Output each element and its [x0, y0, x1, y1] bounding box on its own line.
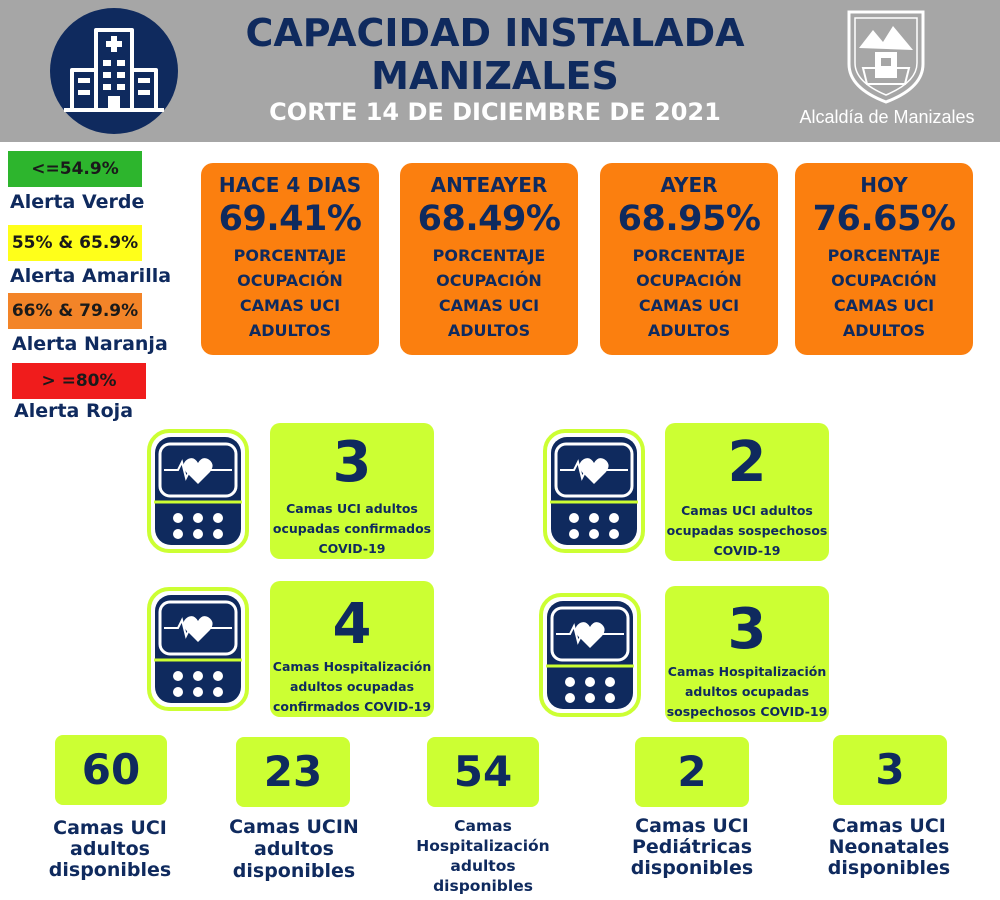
header-banner: CAPACIDAD INSTALADA MANIZALES CORTE 14 D… [0, 0, 1000, 142]
legend-green-label: Alerta Verde [10, 191, 145, 213]
hospital-building-icon [50, 8, 178, 134]
available-stat-label: Camas UCI adultos disponibles [48, 817, 172, 881]
heart-monitor-icon [147, 587, 249, 711]
covid-stat-value: 4 [332, 592, 372, 657]
available-stat-value: 60 [55, 735, 167, 805]
card-percentage: 76.65% [812, 199, 956, 239]
page-title-line1: CAPACIDAD INSTALADA [245, 11, 745, 55]
card-period: ANTEAYER [430, 173, 548, 197]
legend-red-label: Alerta Roja [14, 400, 134, 422]
city-crest-icon [845, 8, 927, 110]
legend-yellow-label: Alerta Amarilla [10, 265, 172, 287]
covid-stat-caption: Camas UCI adultos ocupadas sospechosos C… [666, 503, 828, 558]
available-stat-value: 54 [427, 737, 539, 807]
heart-monitor-icon [539, 593, 641, 717]
occupancy-card-today: HOY 76.65% PORCENTAJE OCUPACIÓN CAMAS UC… [795, 163, 973, 355]
covid-stat-card: 3 Camas Hospitalización adultos ocupadas… [665, 586, 829, 722]
legend-orange-chip: 66% & 79.9% [8, 293, 142, 329]
card-percentage: 69.41% [218, 199, 362, 239]
legend-yellow-chip: 55% & 65.9% [8, 225, 142, 261]
legend-green-chip: <=54.9% [8, 151, 142, 187]
available-stat-label: Camas UCIN adultos disponibles [229, 816, 359, 882]
covid-stat-caption: Camas Hospitalización adultos ocupadas c… [272, 659, 432, 714]
occupancy-card-yesterday: AYER 68.95% PORCENTAJE OCUPACIÓN CAMAS U… [600, 163, 778, 355]
legend-orange-label: Alerta Naranja [12, 333, 168, 355]
page-title-line2: MANIZALES [371, 54, 619, 98]
occupancy-card-day-before-yesterday: ANTEAYER 68.49% PORCENTAJE OCUPACIÓN CAM… [400, 163, 578, 355]
available-stat-value: 2 [635, 737, 749, 807]
available-stat-label: Camas UCI Pediátricas disponibles [630, 815, 754, 879]
card-description: PORCENTAJE OCUPACIÓN CAMAS UCI ADULTOS [432, 246, 546, 340]
covid-stat-caption: Camas Hospitalización adultos ocupadas s… [666, 664, 828, 719]
card-period: HACE 4 DIAS [218, 173, 362, 197]
heart-monitor-icon [543, 429, 645, 553]
covid-stat-card: 4 Camas Hospitalización adultos ocupadas… [270, 581, 434, 717]
cutoff-date: CORTE 14 DE DICIEMBRE DE 2021 [269, 98, 721, 126]
available-stat-value: 3 [833, 735, 947, 805]
card-description: PORCENTAJE OCUPACIÓN CAMAS UCI ADULTOS [632, 246, 746, 340]
covid-stat-card: 3 Camas UCI adultos ocupadas confirmados… [270, 423, 434, 559]
card-description: PORCENTAJE OCUPACIÓN CAMAS UCI ADULTOS [827, 246, 941, 340]
covid-stat-value: 2 [727, 430, 767, 495]
available-stat-label: Camas Hospitalización adultos disponible… [416, 817, 550, 895]
available-stat-label: Camas UCI Neonatales disponibles [827, 815, 951, 879]
card-percentage: 68.95% [617, 199, 761, 239]
covid-stat-card: 2 Camas UCI adultos ocupadas sospechosos… [665, 423, 829, 561]
covid-stat-value: 3 [727, 597, 767, 662]
card-period: HOY [860, 173, 908, 197]
covid-stat-caption: Camas UCI adultos ocupadas confirmados C… [272, 501, 432, 556]
organization-name: Alcaldía de Manizales [799, 107, 975, 127]
covid-stat-value: 3 [332, 430, 372, 495]
occupancy-card-4-days-ago: HACE 4 DIAS 69.41% PORCENTAJE OCUPACIÓN … [201, 163, 379, 355]
card-period: AYER [660, 173, 718, 197]
legend-red-chip: > =80% [12, 363, 146, 399]
available-stat-value: 23 [236, 737, 350, 807]
card-percentage: 68.49% [417, 199, 561, 239]
card-description: PORCENTAJE OCUPACIÓN CAMAS UCI ADULTOS [233, 246, 347, 340]
heart-monitor-icon [147, 429, 249, 553]
